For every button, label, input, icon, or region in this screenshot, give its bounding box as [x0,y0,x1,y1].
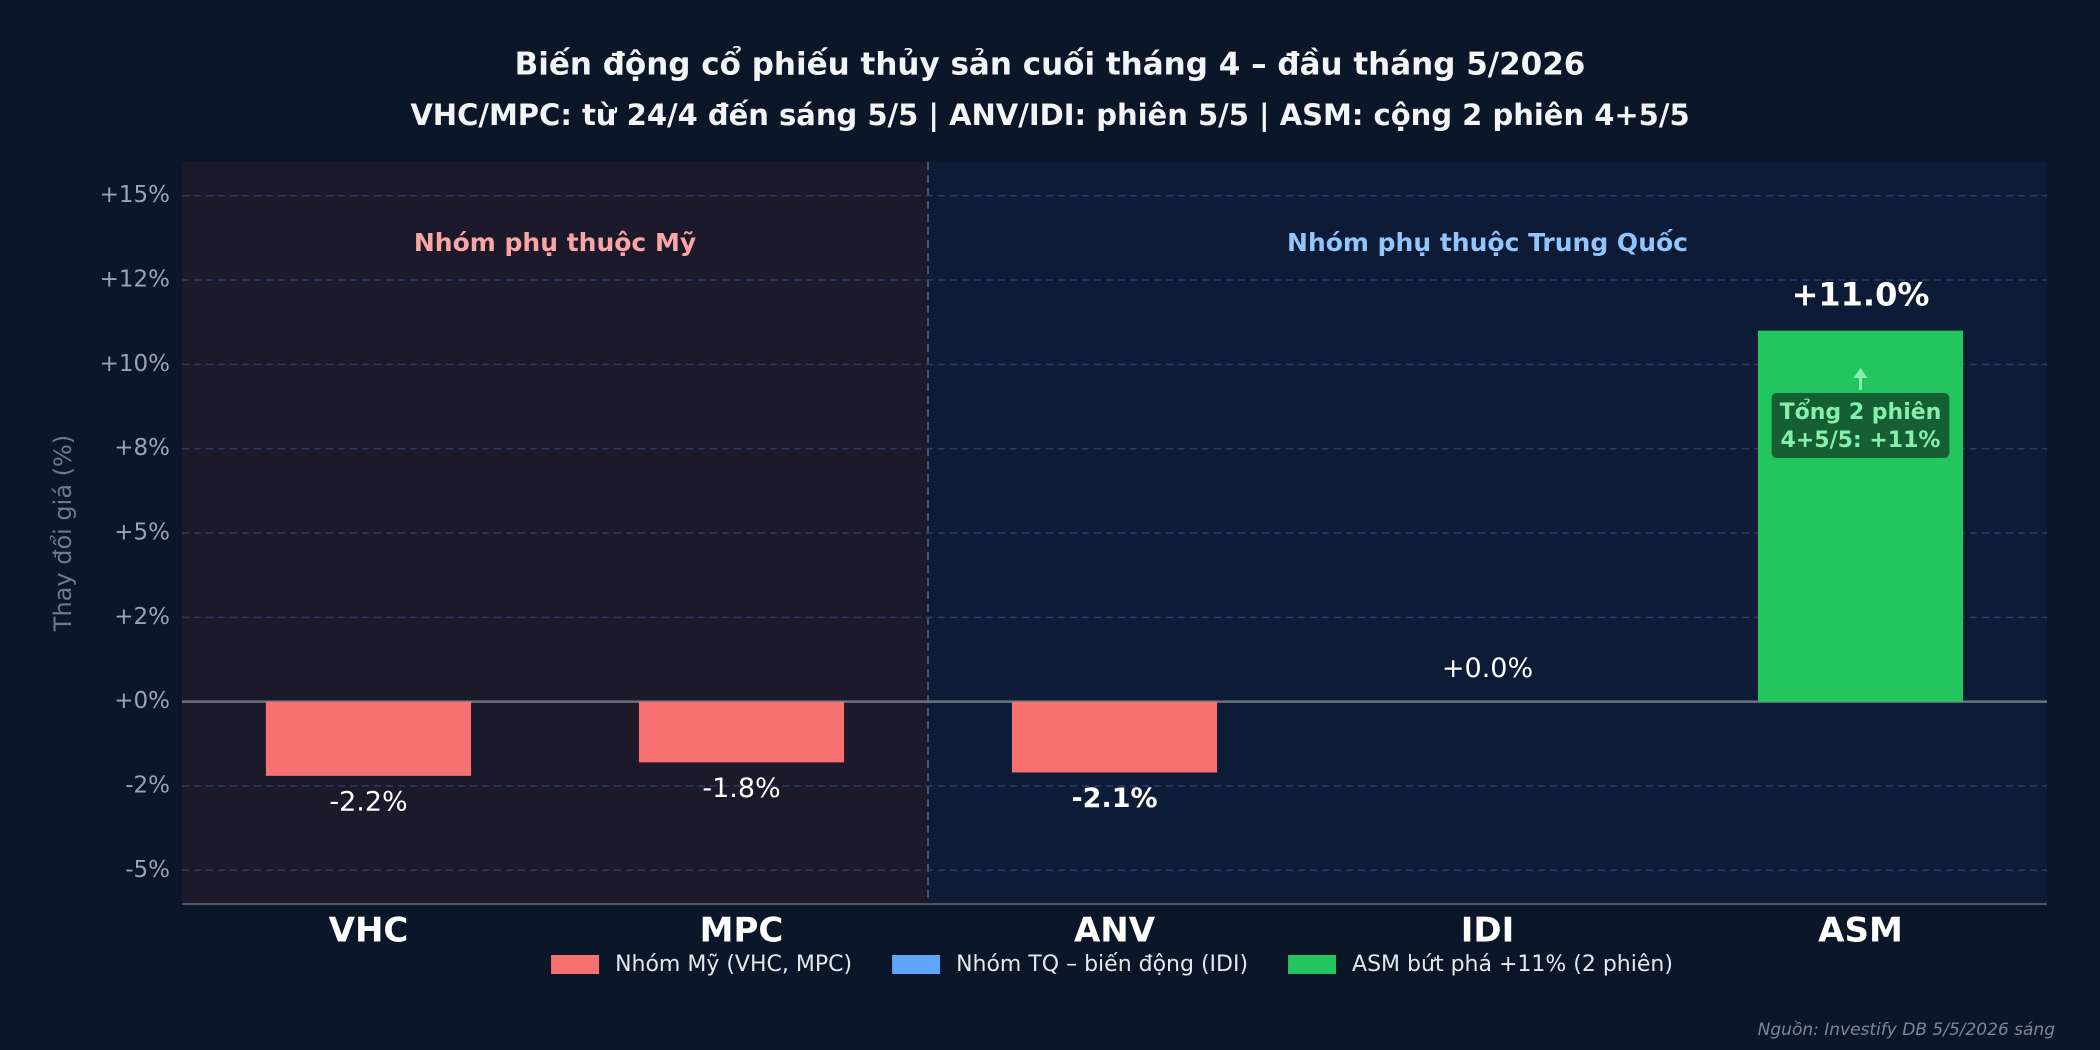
legend-label: Nhóm TQ – biến động (IDI) [956,952,1248,977]
value-label: +11.0% [1792,276,1930,314]
bar [1011,701,1218,773]
chart-subtitle: VHC/MPC: từ 24/4 đến sáng 5/5 | ANV/IDI:… [410,98,1689,132]
bar [1757,330,1964,702]
annotation-text: 4+5/5: +11% [1781,428,1941,453]
x-tick-label: MPC [700,911,784,951]
x-tick-label: ASM [1818,911,1903,951]
annotation-box [1771,393,1950,458]
bar [265,701,472,776]
y-tick-label: +15% [100,182,170,208]
legend-swatch [892,955,941,974]
group-label: Nhóm phụ thuộc Mỹ [414,228,696,257]
group-label: Nhóm phụ thuộc Trung Quốc [1287,228,1688,257]
legend: Nhóm Mỹ (VHC, MPC) Nhóm TQ – biến động (I… [551,952,1673,977]
y-tick-label: +2% [114,604,170,630]
legend-swatch [551,955,600,974]
value-label: -1.8% [702,773,780,804]
y-tick-label: +12% [100,267,170,293]
legend-swatch [1288,955,1337,974]
legend-label: Nhóm Mỹ (VHC, MPC) [615,952,852,977]
y-tick-label: -5% [125,857,170,883]
y-tick-label: +5% [114,520,170,546]
value-label: +0.0% [1442,653,1533,684]
x-tick-label: VHC [329,911,409,951]
y-tick-label: +10% [100,351,170,377]
source-note: Nguồn: Investify DB 5/5/2026 sáng [1758,1019,2056,1040]
x-tick-label: IDI [1461,911,1515,951]
y-tick-label: +0% [114,688,170,714]
value-label: -2.1% [1071,783,1157,814]
annotation-text: Tổng 2 phiên [1780,399,1942,425]
legend-label: ASM bứt phá +11% (2 phiên) [1352,952,1673,977]
x-tick-label: ANV [1074,911,1156,951]
y-axis-label: Thay đổi giá (%) [49,435,77,632]
y-tick-label: +8% [114,435,170,461]
value-label: -2.2% [329,786,407,817]
chart-title: Biến động cổ phiếu thủy sản cuối tháng 4… [515,47,1586,83]
annotation-arrowhead [1853,368,1868,378]
bar [638,701,845,763]
y-tick-label: -2% [125,772,170,798]
